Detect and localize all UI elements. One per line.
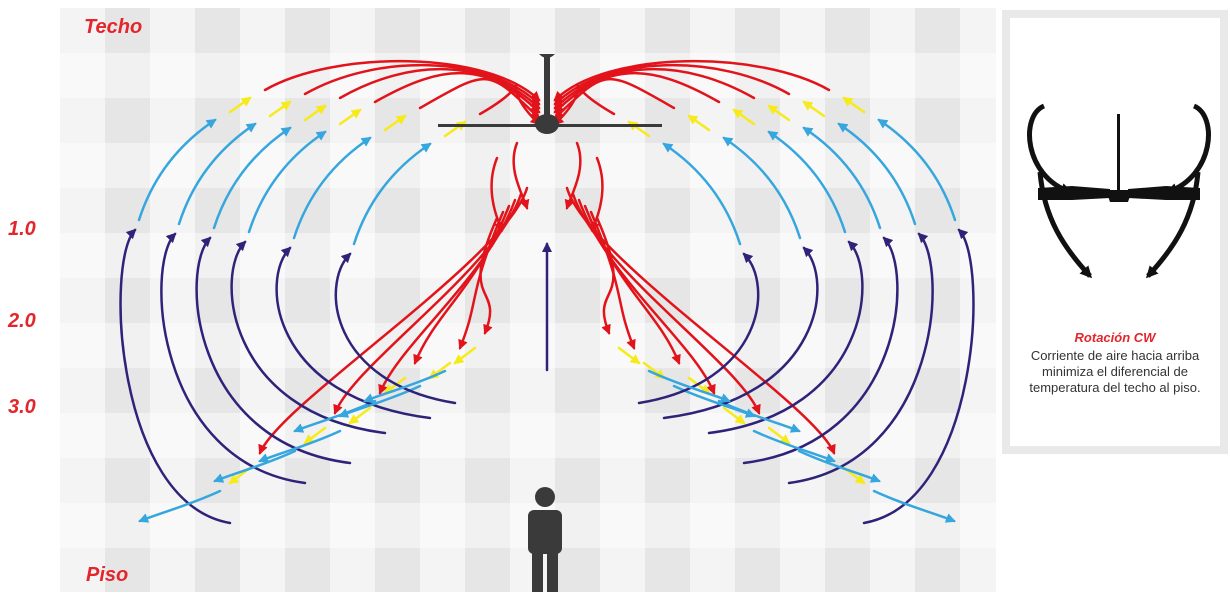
loop-right-2-yellow-low xyxy=(722,406,746,425)
loop-left-5-red-down xyxy=(479,216,499,335)
rotation-description: Corriente de aire hacia arriba minimiza … xyxy=(1029,348,1201,395)
loop-right-2-blue-up xyxy=(802,126,882,230)
person-icon xyxy=(528,487,562,592)
loop-right-0-red-ceiling xyxy=(553,59,831,102)
loop-right-3-navy xyxy=(707,240,864,435)
loop-right-5-blue-low xyxy=(647,369,731,403)
airflow-diagram: Techo Piso xyxy=(60,8,996,592)
scale-label-3: 3.0 xyxy=(8,396,36,418)
loop-right-0-blue-low xyxy=(872,489,956,523)
rotation-info-card: Rotación CW Corriente de aire hacia arri… xyxy=(1010,18,1220,446)
loop-right-5-navy xyxy=(637,252,760,405)
loop-right-0-yellow-top xyxy=(842,96,866,114)
swirl-1-a xyxy=(490,156,504,232)
loop-left-4-yellow-top xyxy=(383,114,407,132)
loop-left-3-blue-up xyxy=(247,130,327,234)
loop-right-4-red-down xyxy=(589,210,636,350)
loop-left-5-blue-low xyxy=(363,369,447,403)
loop-left-4-navy xyxy=(275,246,432,420)
loop-left-2-blue-up xyxy=(212,126,292,230)
loop-right-2-red-ceiling xyxy=(553,68,756,110)
ceiling-label: Techo xyxy=(84,16,143,38)
loop-right-4-red-ceiling xyxy=(553,77,676,120)
loop-left-0-yellow-top xyxy=(228,96,252,114)
loop-right-4-navy xyxy=(662,246,819,420)
loop-left-3-navy xyxy=(230,240,387,435)
loop-right-1-yellow-low xyxy=(767,426,791,445)
loop-right-5-blue-up xyxy=(662,142,742,246)
rotation-title: Rotación CW xyxy=(1074,330,1156,345)
loop-left-3-red-down xyxy=(413,204,511,365)
scale-label-1: 1.0 xyxy=(8,218,36,240)
loop-right-1-blue-up xyxy=(837,122,917,226)
loop-left-0-blue-up xyxy=(137,118,217,222)
loop-left-2-blue-low xyxy=(258,429,342,463)
loop-left-2-red-ceiling xyxy=(338,68,541,110)
loop-right-1-yellow-top xyxy=(802,100,826,118)
scale-label-2: 2.0 xyxy=(8,310,36,332)
loop-left-3-red-ceiling xyxy=(373,72,541,114)
loop-right-3-yellow-top xyxy=(732,108,756,126)
loop-left-3-blue-low xyxy=(293,399,377,433)
loop-left-0-red-down xyxy=(258,186,529,455)
loop-left-4-red-down xyxy=(458,210,505,350)
swirl--1-a xyxy=(590,156,604,232)
floor-label: Piso xyxy=(86,564,129,586)
loop-left-0-red-ceiling xyxy=(263,59,541,102)
loop-right-3-red-down xyxy=(583,204,681,365)
loop-right-1-navy xyxy=(787,232,934,485)
loop-left-1-yellow-low xyxy=(303,426,327,445)
loop-left-2-yellow-low xyxy=(348,406,372,425)
loop-left-0-blue-low xyxy=(138,489,222,523)
loop-right-4-blue-up xyxy=(722,136,802,240)
loop-left-5-red-ceiling xyxy=(478,83,541,126)
loop-left-2-navy xyxy=(195,236,352,465)
loop-left-3-yellow-low xyxy=(383,376,407,395)
loop-left-5-yellow-low xyxy=(453,346,477,365)
loop-right-2-blue-low xyxy=(752,429,836,463)
loop-right-0-blue-up xyxy=(877,118,957,222)
loop-left-1-blue-up xyxy=(177,122,257,226)
loop-right-2-navy xyxy=(742,236,899,465)
loop-left-1-yellow-top xyxy=(268,100,292,118)
ceiling-fan-icon xyxy=(438,54,662,134)
loop-left-3-yellow-top xyxy=(338,108,362,126)
loop-right-1-red-down xyxy=(571,192,761,415)
loop-left-5-blue-up xyxy=(352,142,432,246)
loop-left-1-navy xyxy=(160,232,307,485)
loop-left-0-navy xyxy=(119,228,232,525)
swirl-1-b xyxy=(512,141,530,210)
loop-right-4-yellow-top xyxy=(687,114,711,132)
loop-right-1-blue-low xyxy=(797,449,881,483)
loop-left-1-blue-low xyxy=(213,449,297,483)
loop-right-5-red-ceiling xyxy=(553,83,616,126)
airflow-canvas xyxy=(119,54,975,592)
rotation-arrows-icon xyxy=(1027,103,1211,279)
loop-right-3-blue-low xyxy=(717,399,801,433)
loop-left-4-blue-up xyxy=(292,136,372,240)
loop-right-3-yellow-low xyxy=(687,376,711,395)
loop-left-4-red-ceiling xyxy=(418,77,541,120)
airflow-streamlines xyxy=(119,59,975,525)
loop-right-2-yellow-top xyxy=(767,104,791,122)
rotation-info-panel: Rotación CW Corriente de aire hacia arri… xyxy=(1002,10,1228,454)
loop-right-3-red-ceiling xyxy=(553,72,721,114)
loop-left-5-navy xyxy=(334,252,457,405)
loop-right-5-red-down xyxy=(595,216,615,335)
loop-right-3-blue-up xyxy=(767,130,847,234)
loop-left-1-red-down xyxy=(333,192,523,415)
loop-right-5-yellow-low xyxy=(617,346,641,365)
loop-right-0-red-down xyxy=(565,186,836,455)
loop-left-2-yellow-top xyxy=(303,104,327,122)
swirl--1-b xyxy=(564,141,582,210)
loop-right-0-navy xyxy=(862,228,975,525)
